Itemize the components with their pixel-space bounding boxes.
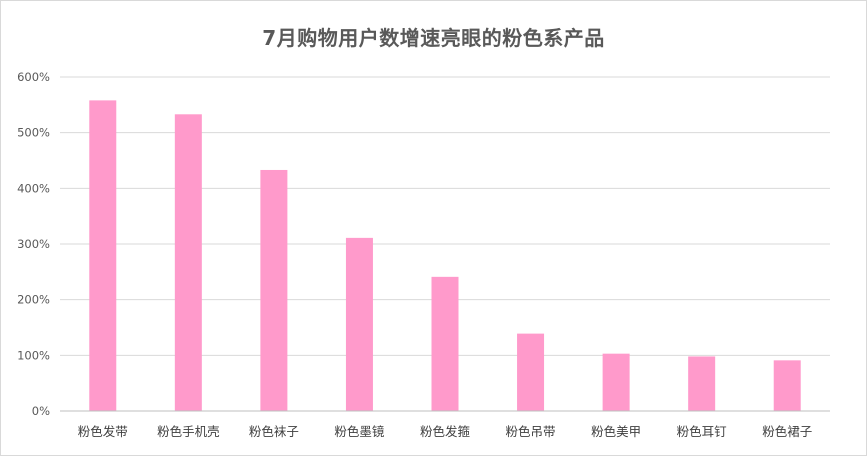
- x-category-label: 粉色美甲: [591, 424, 641, 439]
- y-tick-label: 400%: [17, 181, 50, 195]
- x-category-label: 粉色发箍: [420, 424, 471, 439]
- x-category-label: 粉色吊带: [506, 424, 556, 439]
- x-axis-category-labels: 粉色发带 粉色手机壳 粉色袜子 粉色墨镜 粉色发箍 粉色吊带 粉色美甲 粉色耳钉 粉色裙子: [78, 424, 812, 439]
- x-category-label: 粉色发带: [78, 424, 128, 439]
- y-tick-label: 0%: [32, 404, 50, 418]
- bars: [89, 100, 801, 412]
- y-tick-label: 100%: [17, 348, 50, 362]
- y-tick-label: 300%: [17, 237, 50, 251]
- x-category-label: 粉色墨镜: [334, 424, 385, 439]
- bar: [174, 114, 202, 412]
- bar: [517, 333, 545, 411]
- x-category-label: 粉色裙子: [762, 424, 812, 439]
- bar: [688, 356, 716, 411]
- bar: [431, 276, 459, 411]
- bar: [345, 237, 373, 411]
- y-axis-tick-labels: 0% 100% 200% 300% 400% 500% 600%: [17, 70, 50, 418]
- y-tick-label: 200%: [17, 293, 50, 307]
- y-tick-label: 500%: [17, 126, 50, 140]
- bar: [89, 100, 117, 411]
- x-category-label: 粉色袜子: [249, 424, 299, 439]
- bar: [773, 360, 801, 411]
- x-category-label: 粉色耳钉: [677, 424, 728, 439]
- x-category-label: 粉色手机壳: [157, 424, 220, 439]
- y-tick-label: 600%: [17, 70, 50, 84]
- bar: [602, 353, 630, 411]
- chart-title: 7月购物用户数增速亮眼的粉色系产品: [262, 26, 605, 50]
- bar: [260, 169, 288, 411]
